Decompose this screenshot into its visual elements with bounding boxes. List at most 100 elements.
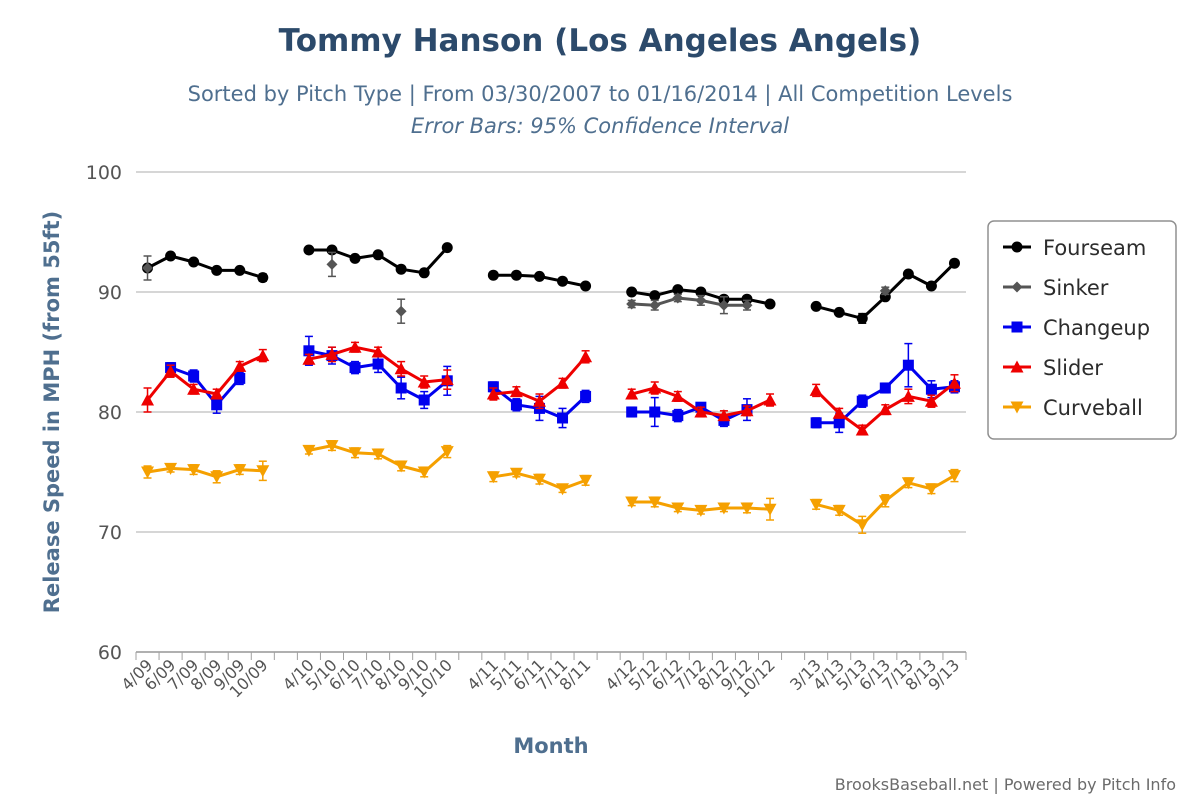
data-point-curveball[interactable] <box>556 483 570 496</box>
data-point-changeup[interactable] <box>672 410 684 422</box>
data-point-slider[interactable] <box>855 423 869 436</box>
data-point-fourseam[interactable] <box>810 300 822 312</box>
data-point-changeup[interactable] <box>833 417 845 429</box>
data-point-curveball[interactable] <box>302 444 316 457</box>
data-point-slider[interactable] <box>210 387 224 400</box>
data-point-changeup[interactable] <box>487 381 499 393</box>
data-point-curveball[interactable] <box>740 502 754 515</box>
data-point-slider[interactable] <box>371 345 385 358</box>
data-point-curveball[interactable] <box>256 465 270 478</box>
data-point-curveball[interactable] <box>187 464 201 477</box>
data-point-sinker[interactable] <box>718 299 730 311</box>
data-point-changeup[interactable] <box>510 399 522 411</box>
data-point-fourseam[interactable] <box>234 264 246 276</box>
data-point-curveball[interactable] <box>924 483 938 496</box>
data-point-changeup[interactable] <box>349 362 361 374</box>
legend-item-slider[interactable]: Slider <box>1003 356 1103 380</box>
data-point-changeup[interactable] <box>557 412 569 424</box>
data-point-curveball[interactable] <box>832 504 846 517</box>
data-point-slider[interactable] <box>394 362 408 375</box>
legend-item-changeup[interactable]: Changeup <box>1003 316 1150 340</box>
data-point-changeup[interactable] <box>418 394 430 406</box>
data-point-curveball[interactable] <box>141 466 155 479</box>
data-point-slider[interactable] <box>302 352 316 365</box>
data-point-sinker[interactable] <box>649 299 661 311</box>
data-point-fourseam[interactable] <box>349 252 361 264</box>
data-point-fourseam[interactable] <box>856 312 868 324</box>
data-point-sinker[interactable] <box>326 258 338 270</box>
data-point-fourseam[interactable] <box>418 267 430 279</box>
data-point-fourseam[interactable] <box>741 293 753 305</box>
data-point-fourseam[interactable] <box>211 264 223 276</box>
data-point-changeup[interactable] <box>580 390 592 402</box>
data-point-curveball[interactable] <box>625 496 639 509</box>
legend-item-fourseam[interactable]: Fourseam <box>1003 236 1146 260</box>
data-point-changeup[interactable] <box>188 370 200 382</box>
data-point-curveball[interactable] <box>648 496 662 509</box>
data-point-slider[interactable] <box>164 364 178 377</box>
data-point-slider[interactable] <box>233 359 247 372</box>
data-point-curveball[interactable] <box>325 440 339 453</box>
data-point-slider[interactable] <box>141 393 155 406</box>
data-point-slider[interactable] <box>832 406 846 419</box>
data-point-sinker[interactable] <box>741 299 753 311</box>
data-point-curveball[interactable] <box>694 504 708 517</box>
data-point-slider[interactable] <box>671 389 685 402</box>
data-point-changeup[interactable] <box>395 382 407 394</box>
legend-marker-sinker[interactable] <box>1011 281 1023 293</box>
data-point-fourseam[interactable] <box>902 268 914 280</box>
data-point-changeup[interactable] <box>234 372 246 384</box>
data-point-fourseam[interactable] <box>925 280 937 292</box>
data-point-changeup[interactable] <box>856 395 868 407</box>
data-point-curveball[interactable] <box>855 519 869 532</box>
data-point-sinker[interactable] <box>395 305 407 317</box>
data-point-curveball[interactable] <box>233 464 247 477</box>
data-point-slider[interactable] <box>947 376 961 389</box>
data-point-slider[interactable] <box>878 403 892 416</box>
data-point-curveball[interactable] <box>901 477 915 490</box>
data-point-fourseam[interactable] <box>395 263 407 275</box>
data-point-slider[interactable] <box>694 405 708 418</box>
legend-marker-fourseam[interactable] <box>1011 241 1023 253</box>
data-point-curveball[interactable] <box>809 498 823 511</box>
data-point-sinker[interactable] <box>672 292 684 304</box>
data-point-slider[interactable] <box>486 387 500 400</box>
data-point-fourseam[interactable] <box>580 280 592 292</box>
data-point-sinker[interactable] <box>626 298 638 310</box>
data-point-fourseam[interactable] <box>626 286 638 298</box>
credits-text[interactable]: BrooksBaseball.net | Powered by Pitch In… <box>835 775 1176 794</box>
data-point-curveball[interactable] <box>164 462 178 475</box>
data-point-sinker[interactable] <box>879 285 891 297</box>
data-point-fourseam[interactable] <box>533 270 545 282</box>
legend-marker-curveball[interactable] <box>1010 401 1024 414</box>
data-point-fourseam[interactable] <box>557 275 569 287</box>
data-point-slider[interactable] <box>556 376 570 389</box>
data-point-fourseam[interactable] <box>257 272 269 284</box>
data-point-fourseam[interactable] <box>764 298 776 310</box>
data-point-slider[interactable] <box>625 387 639 400</box>
data-point-changeup[interactable] <box>879 382 891 394</box>
data-point-slider[interactable] <box>763 393 777 406</box>
data-point-slider[interactable] <box>579 350 593 363</box>
data-point-fourseam[interactable] <box>165 250 177 262</box>
data-point-slider[interactable] <box>809 383 823 396</box>
data-point-changeup[interactable] <box>925 383 937 395</box>
data-point-fourseam[interactable] <box>303 244 315 256</box>
data-point-slider[interactable] <box>325 347 339 360</box>
data-point-changeup[interactable] <box>626 406 638 418</box>
legend-marker-changeup[interactable] <box>1011 321 1023 333</box>
data-point-slider[interactable] <box>648 381 662 394</box>
data-point-curveball[interactable] <box>210 471 224 484</box>
data-point-slider[interactable] <box>348 340 362 353</box>
data-point-slider[interactable] <box>924 394 938 407</box>
data-point-curveball[interactable] <box>417 466 431 479</box>
data-point-slider[interactable] <box>509 385 523 398</box>
legend-item-sinker[interactable]: Sinker <box>1003 276 1109 300</box>
data-point-fourseam[interactable] <box>649 290 661 302</box>
data-point-curveball[interactable] <box>509 467 523 480</box>
data-point-changeup[interactable] <box>902 359 914 371</box>
data-point-fourseam[interactable] <box>695 286 707 298</box>
data-point-curveball[interactable] <box>371 448 385 461</box>
data-point-slider[interactable] <box>717 409 731 422</box>
data-point-fourseam[interactable] <box>487 269 499 281</box>
